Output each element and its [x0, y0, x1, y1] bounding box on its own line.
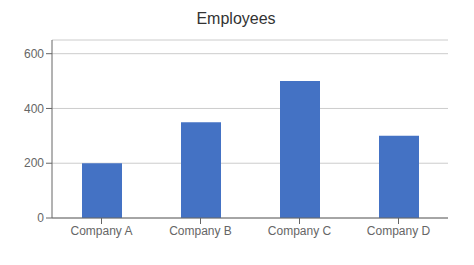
- html-text:Employees: Employees: [196, 10, 276, 27]
- svg-text:0: 0: [37, 211, 44, 225]
- svg-text:200: 200: [24, 156, 44, 170]
- svg-text:Company A: Company A: [70, 224, 132, 238]
- svg-text:600: 600: [24, 47, 44, 61]
- svg-text:Company C: Company C: [268, 224, 332, 238]
- svg-text:400: 400: [24, 102, 44, 116]
- svg-text:Company D: Company D: [367, 224, 431, 238]
- svg-text:Company B: Company B: [169, 224, 232, 238]
